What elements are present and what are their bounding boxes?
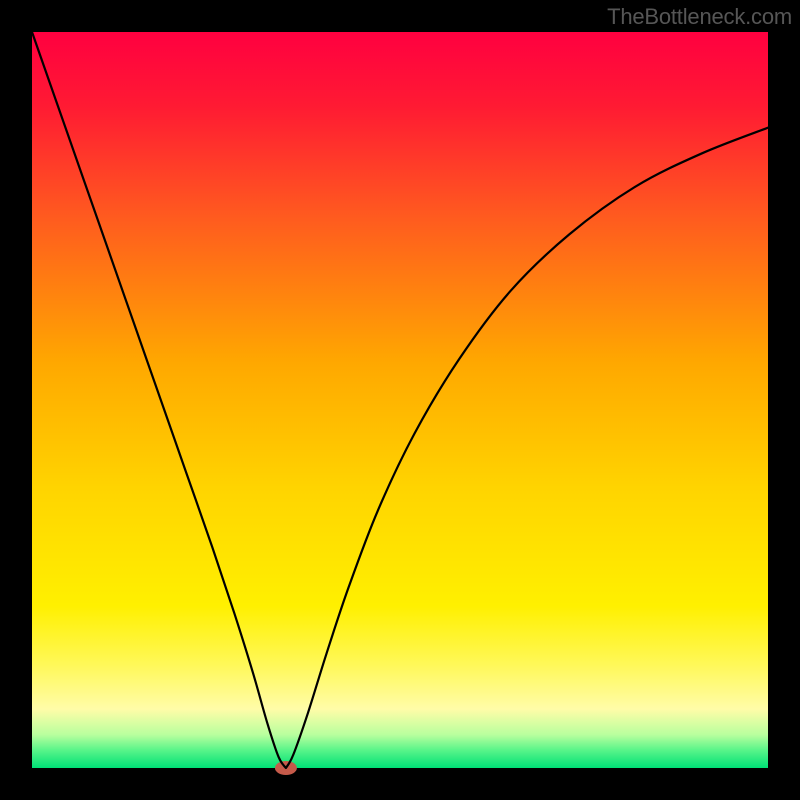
plot-area bbox=[32, 32, 768, 768]
watermark-text: TheBottleneck.com bbox=[607, 4, 792, 30]
bottleneck-chart: TheBottleneck.com bbox=[0, 0, 800, 800]
chart-svg bbox=[0, 0, 800, 800]
